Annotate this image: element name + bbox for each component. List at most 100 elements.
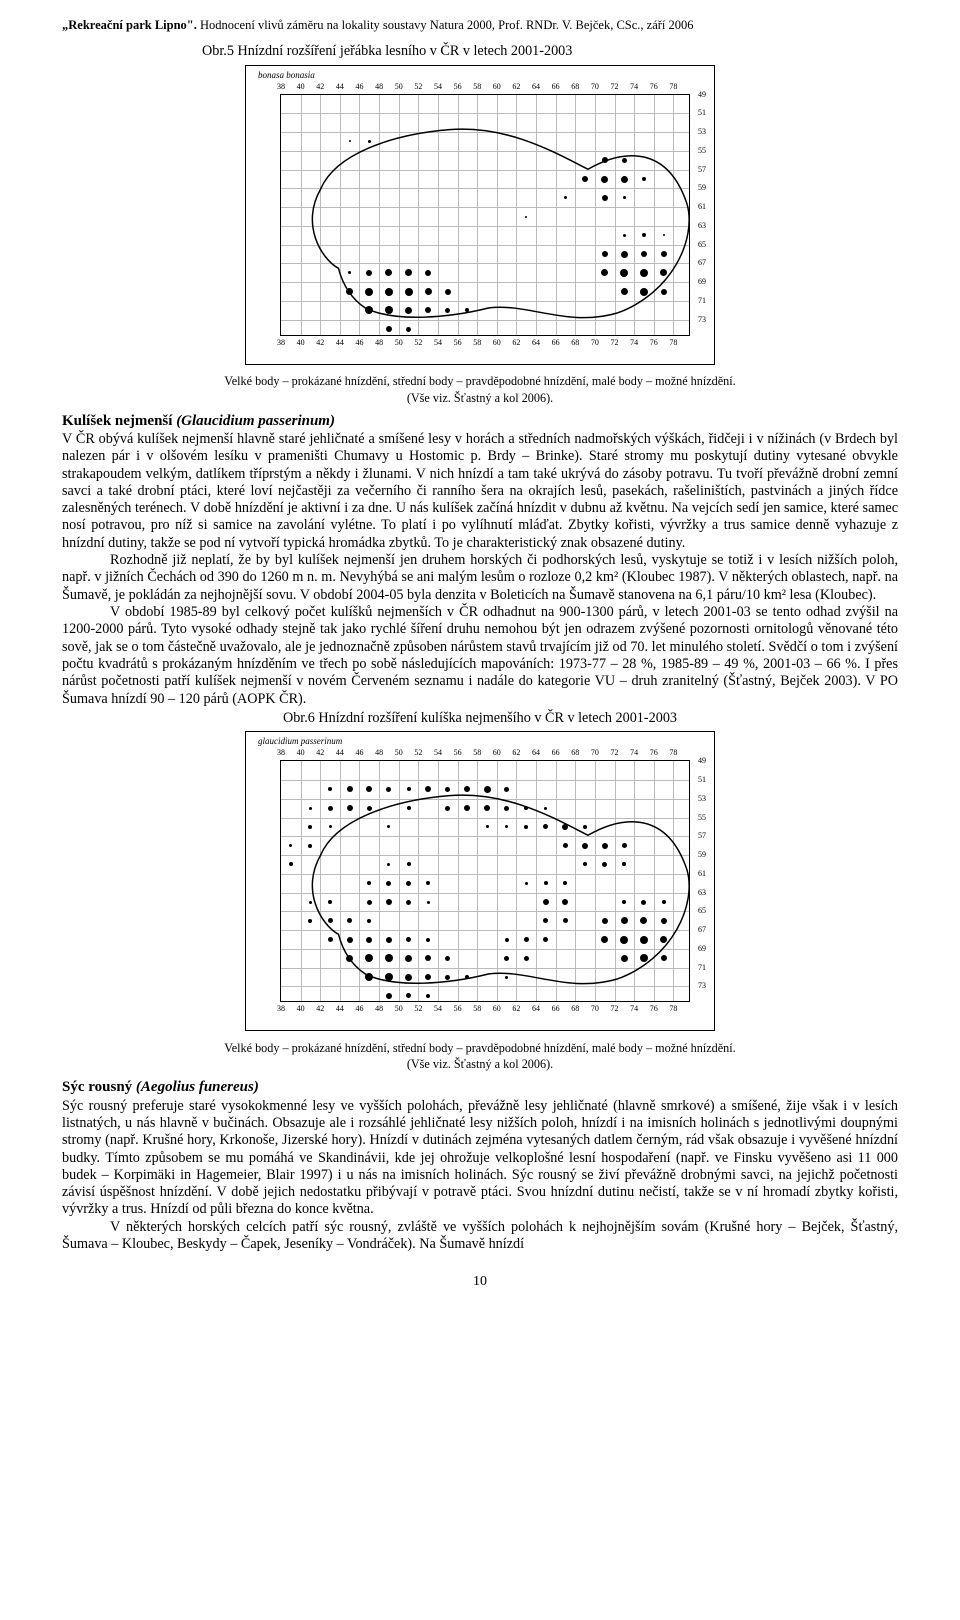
map-point bbox=[387, 825, 390, 828]
map-point bbox=[543, 824, 548, 829]
y-tick: 69 bbox=[698, 277, 706, 287]
x-tick-bottom: 70 bbox=[591, 338, 599, 348]
x-tick-bottom: 38 bbox=[277, 1004, 285, 1014]
map-point bbox=[407, 787, 411, 791]
map-point bbox=[308, 919, 312, 923]
x-tick: 68 bbox=[571, 748, 579, 758]
map-point bbox=[484, 786, 491, 793]
map-point bbox=[544, 881, 548, 885]
map-point bbox=[406, 900, 411, 905]
map-point bbox=[465, 308, 469, 312]
map-point bbox=[425, 955, 431, 961]
map-point bbox=[524, 956, 529, 961]
x-tick-bottom: 74 bbox=[630, 1004, 638, 1014]
map-point bbox=[289, 862, 293, 866]
map-point bbox=[662, 900, 666, 904]
x-tick: 56 bbox=[454, 82, 462, 92]
y-tick: 55 bbox=[698, 813, 706, 823]
map-point bbox=[505, 938, 509, 942]
map-point bbox=[425, 974, 431, 980]
x-tick-bottom: 72 bbox=[611, 338, 619, 348]
x-tick: 60 bbox=[493, 82, 501, 92]
map-point bbox=[562, 899, 568, 905]
map-point bbox=[328, 937, 333, 942]
map-point bbox=[504, 956, 509, 961]
x-tick: 68 bbox=[571, 82, 579, 92]
fig5-note-1: Velké body – prokázané hnízdění, střední… bbox=[62, 374, 898, 389]
y-tick: 65 bbox=[698, 240, 706, 250]
map-point bbox=[347, 786, 353, 792]
map-point bbox=[346, 955, 353, 962]
y-tick: 61 bbox=[698, 869, 706, 879]
x-tick-bottom: 62 bbox=[512, 338, 520, 348]
x-tick: 66 bbox=[552, 82, 560, 92]
y-tick: 73 bbox=[698, 315, 706, 325]
x-tick: 44 bbox=[336, 748, 344, 758]
map-point bbox=[348, 271, 351, 274]
map-point bbox=[329, 825, 332, 828]
x-tick-bottom: 78 bbox=[669, 1004, 677, 1014]
map-point bbox=[663, 234, 665, 236]
x-tick-bottom: 56 bbox=[454, 338, 462, 348]
map-point bbox=[524, 937, 529, 942]
x-tick-bottom: 40 bbox=[297, 338, 305, 348]
y-tick: 67 bbox=[698, 925, 706, 935]
map-point bbox=[445, 806, 450, 811]
x-tick-bottom: 48 bbox=[375, 1004, 383, 1014]
map-point bbox=[661, 955, 667, 961]
x-tick: 44 bbox=[336, 82, 344, 92]
x-tick-bottom: 50 bbox=[395, 338, 403, 348]
map-point bbox=[464, 805, 470, 811]
x-tick: 40 bbox=[297, 748, 305, 758]
map-point bbox=[367, 900, 372, 905]
y-tick: 71 bbox=[698, 296, 706, 306]
map-point bbox=[427, 901, 430, 904]
fig5-map: bonasa bonasia 3838404042424444464648485… bbox=[245, 65, 715, 365]
y-tick: 49 bbox=[698, 90, 706, 100]
y-tick: 69 bbox=[698, 944, 706, 954]
x-tick: 66 bbox=[552, 748, 560, 758]
map-point bbox=[621, 917, 628, 924]
map-point bbox=[622, 158, 627, 163]
map-point bbox=[562, 824, 568, 830]
map-point bbox=[425, 786, 431, 792]
map-point bbox=[621, 251, 628, 258]
x-tick: 70 bbox=[591, 82, 599, 92]
map-point bbox=[309, 807, 312, 810]
x-tick-bottom: 54 bbox=[434, 338, 442, 348]
map-point bbox=[386, 787, 391, 792]
syc-latin: (Aegolius funereus) bbox=[136, 1079, 259, 1095]
y-tick: 73 bbox=[698, 981, 706, 991]
x-tick-bottom: 38 bbox=[277, 338, 285, 348]
x-tick-bottom: 56 bbox=[454, 1004, 462, 1014]
x-tick: 50 bbox=[395, 748, 403, 758]
x-tick: 70 bbox=[591, 748, 599, 758]
map-point bbox=[365, 306, 373, 314]
y-tick: 59 bbox=[698, 183, 706, 193]
map-point bbox=[621, 955, 628, 962]
x-tick: 74 bbox=[630, 82, 638, 92]
map-point bbox=[386, 881, 391, 886]
map-point bbox=[445, 308, 450, 313]
map-point bbox=[407, 862, 411, 866]
map-point bbox=[425, 288, 432, 295]
x-tick-bottom: 46 bbox=[355, 1004, 363, 1014]
x-tick-bottom: 64 bbox=[532, 338, 540, 348]
x-tick: 62 bbox=[512, 748, 520, 758]
map-point bbox=[425, 270, 431, 276]
kulisek-p2: Rozhodně již neplatí, že by byl kulíšek … bbox=[62, 552, 898, 604]
map-point bbox=[524, 806, 528, 810]
map-point bbox=[289, 844, 292, 847]
map-point bbox=[328, 806, 333, 811]
x-tick: 72 bbox=[611, 748, 619, 758]
x-tick-bottom: 60 bbox=[493, 338, 501, 348]
x-tick-bottom: 78 bbox=[669, 338, 677, 348]
map-point bbox=[366, 937, 372, 943]
map-point bbox=[385, 306, 393, 314]
y-tick: 71 bbox=[698, 963, 706, 973]
map-point bbox=[365, 973, 373, 981]
y-tick: 61 bbox=[698, 202, 706, 212]
map-point bbox=[622, 862, 626, 866]
x-tick-bottom: 50 bbox=[395, 1004, 403, 1014]
map-point bbox=[407, 806, 411, 810]
